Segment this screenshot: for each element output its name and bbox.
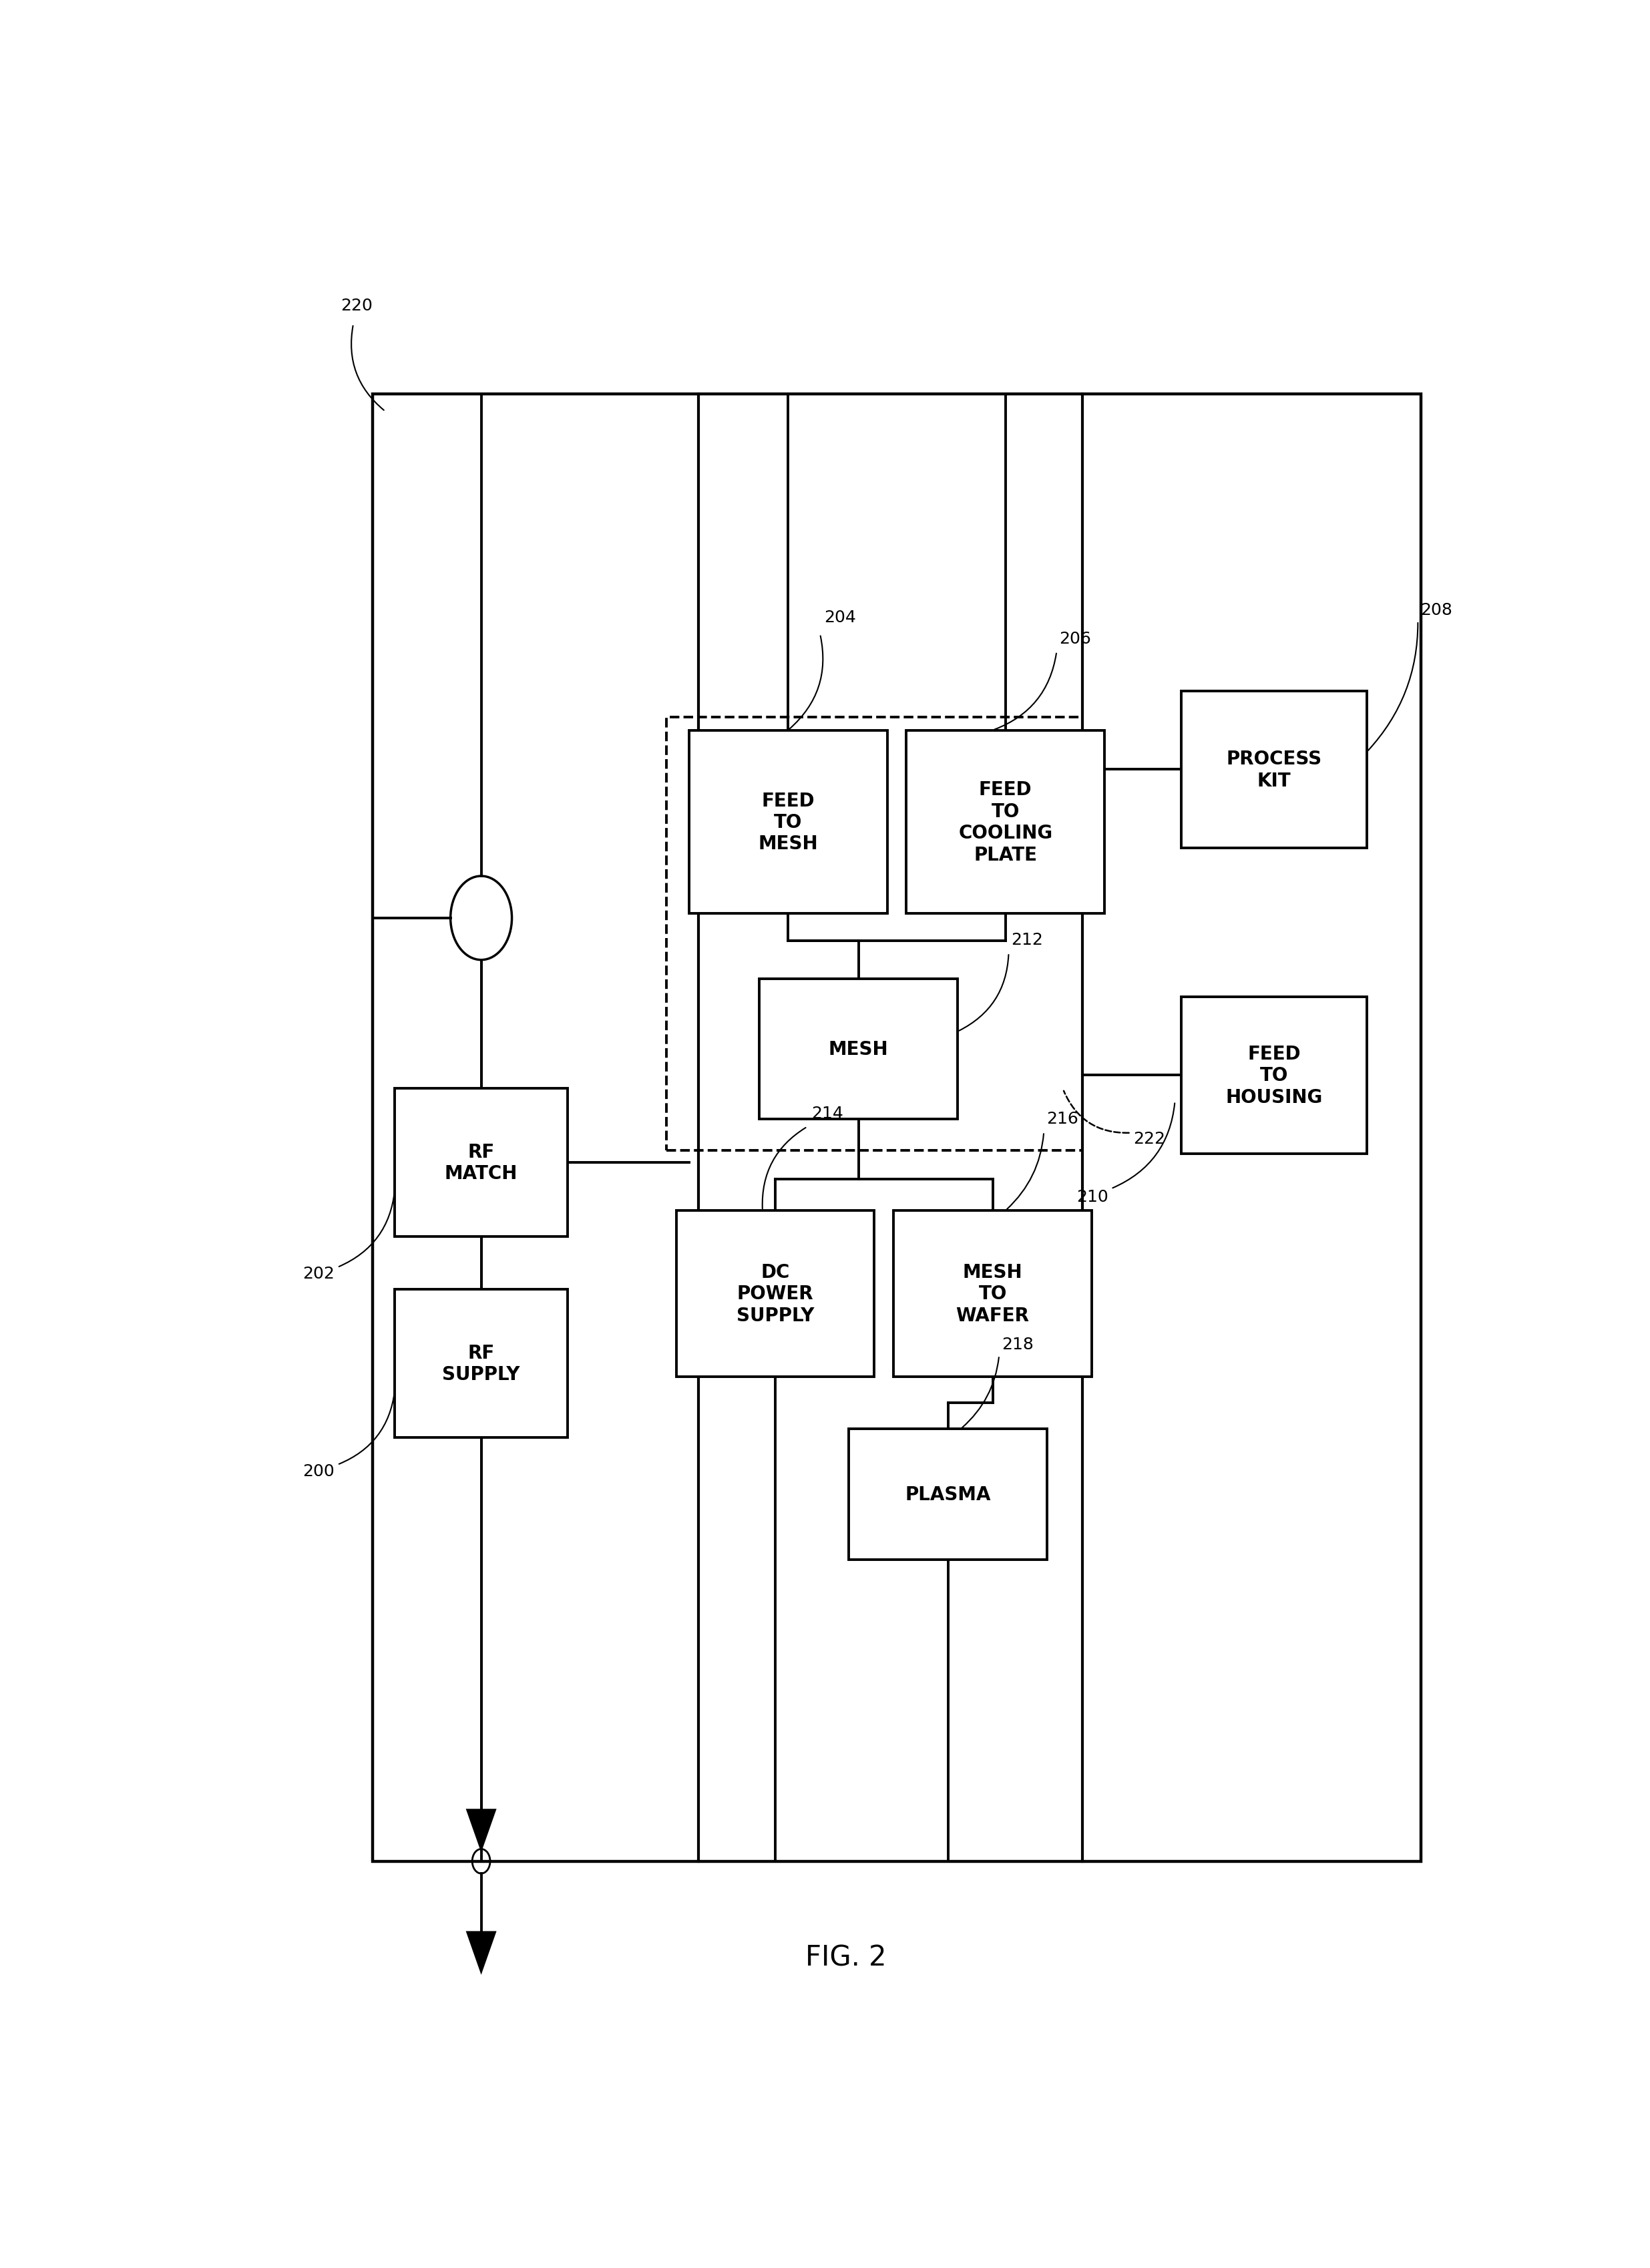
- Text: FEED
TO
COOLING
PLATE: FEED TO COOLING PLATE: [959, 780, 1053, 864]
- Text: 220: 220: [340, 297, 373, 313]
- Bar: [894, 1211, 1092, 1377]
- Text: 214: 214: [812, 1105, 843, 1123]
- Text: 208: 208: [1421, 601, 1452, 617]
- Text: MESH
TO
WAFER: MESH TO WAFER: [955, 1263, 1030, 1325]
- Text: 200: 200: [304, 1463, 335, 1479]
- Text: 222: 222: [1134, 1132, 1165, 1148]
- Polygon shape: [465, 1932, 497, 1975]
- Text: FEED
TO
HOUSING: FEED TO HOUSING: [1226, 1046, 1323, 1107]
- Text: DC
POWER
SUPPLY: DC POWER SUPPLY: [736, 1263, 813, 1325]
- Text: FEED
TO
MESH: FEED TO MESH: [757, 792, 818, 853]
- Text: RF
SUPPLY: RF SUPPLY: [442, 1343, 520, 1383]
- Text: RF
MATCH: RF MATCH: [444, 1143, 518, 1184]
- Bar: [906, 730, 1104, 914]
- Bar: [690, 730, 888, 914]
- Bar: [676, 1211, 875, 1377]
- Text: 206: 206: [1059, 631, 1091, 646]
- Text: PLASMA: PLASMA: [904, 1486, 992, 1504]
- Text: 212: 212: [1011, 932, 1043, 948]
- Text: MESH: MESH: [828, 1041, 888, 1059]
- Text: PROCESS
KIT: PROCESS KIT: [1226, 751, 1322, 789]
- Text: 216: 216: [1046, 1111, 1079, 1127]
- Bar: [848, 1429, 1048, 1560]
- Bar: [373, 395, 1421, 1862]
- Bar: [1181, 692, 1366, 848]
- Bar: [394, 1290, 568, 1438]
- Polygon shape: [465, 1810, 497, 1853]
- Bar: [1181, 998, 1366, 1154]
- Text: FIG. 2: FIG. 2: [805, 1944, 886, 1971]
- Bar: [667, 717, 1082, 1150]
- Bar: [759, 980, 957, 1118]
- Text: 202: 202: [304, 1266, 335, 1281]
- Text: 204: 204: [823, 610, 856, 626]
- Text: 218: 218: [1002, 1336, 1033, 1352]
- Text: 210: 210: [1076, 1188, 1109, 1204]
- Bar: [394, 1089, 568, 1236]
